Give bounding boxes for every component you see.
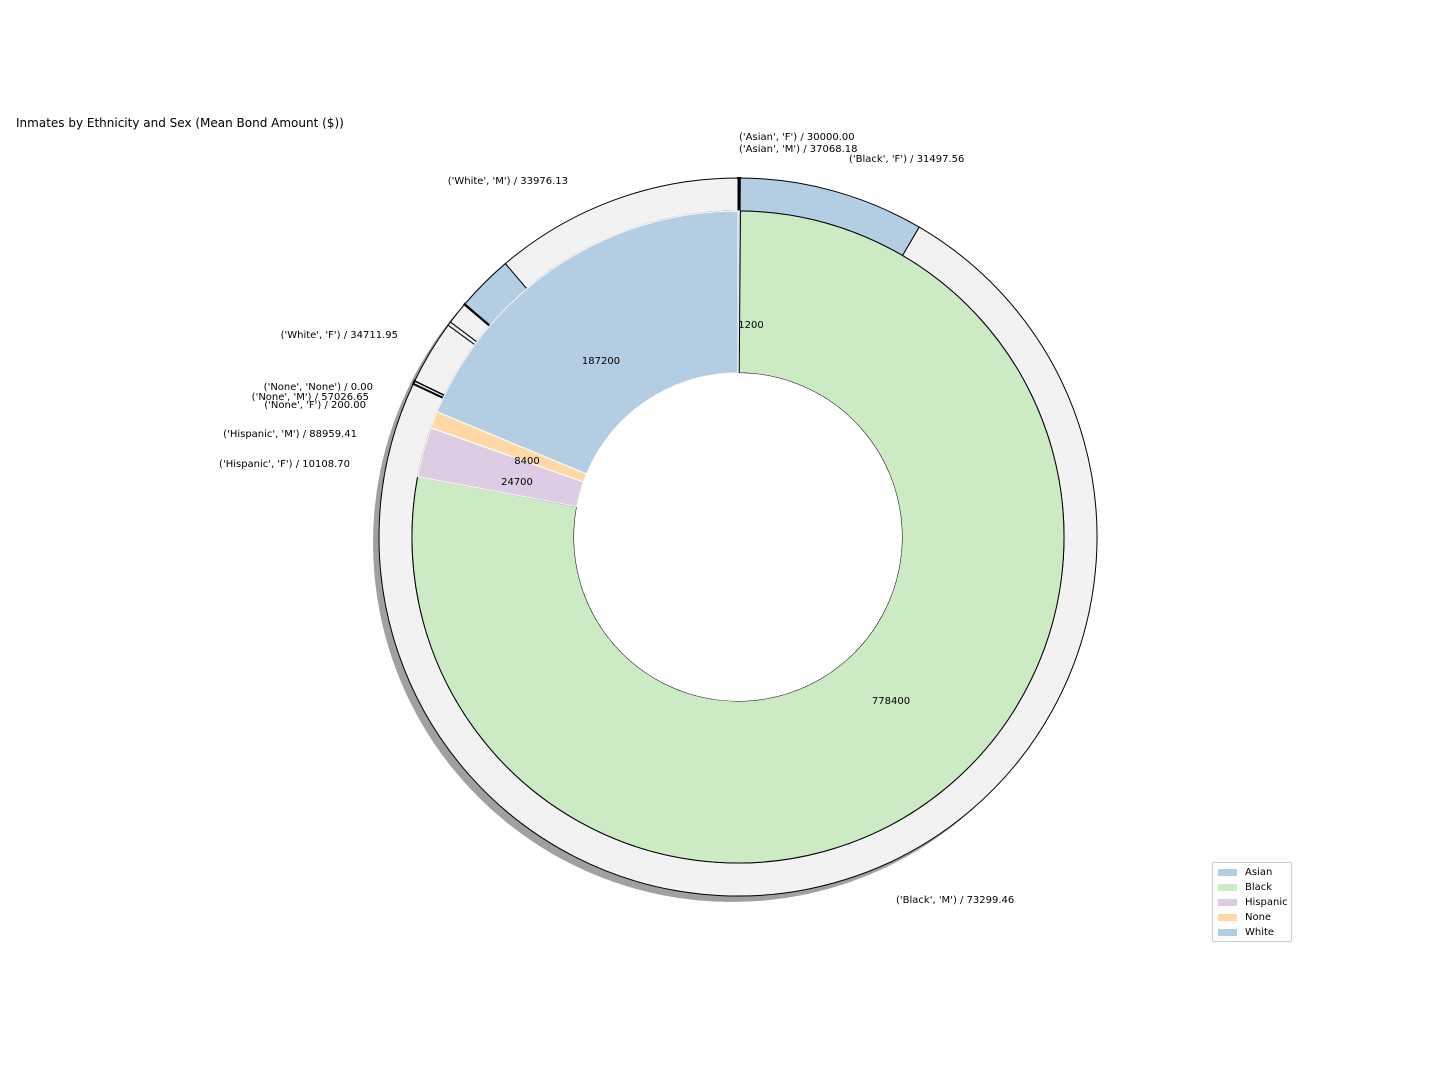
inner-slice-label: 187200 [582,356,620,367]
outer-slice-label: ('Black', 'M') / 73299.46 [896,895,1014,906]
donut-hole [574,373,902,701]
outer-slice-label: ('Hispanic', 'F') / 10108.70 [219,459,350,470]
outer-slice-label: ('None', 'F') / 200.00 [264,400,366,411]
outer-slice-label: ('White', 'F') / 34711.95 [281,330,398,341]
legend-label: None [1245,912,1272,923]
outer-slice-label: ('White', 'M') / 33976.13 [448,176,568,187]
outer-slice-label: ('Asian', 'F') / 30000.00 [739,132,855,143]
legend-item: Hispanic [1213,895,1291,910]
inner-ring [411,210,1065,864]
inner-slice-label: 24700 [501,477,533,488]
outer-slice-label: ('Black', 'F') / 31497.56 [849,154,964,165]
chart-title: Inmates by Ethnicity and Sex (Mean Bond … [16,116,344,130]
legend-item: Asian [1213,865,1291,880]
legend-swatch [1218,899,1237,906]
legend-label: Black [1245,882,1273,893]
legend-swatch [1218,869,1237,876]
legend: Asian Black Hispanic None White [1212,862,1292,942]
inner-slice-label: 8400 [514,456,539,467]
legend-item: White [1213,925,1291,940]
inner-slice-label: 778400 [872,696,910,707]
legend-swatch [1218,914,1237,921]
inner-slice-label: 1200 [738,320,763,331]
legend-label: White [1245,927,1275,938]
legend-swatch [1218,929,1237,936]
legend-label: Hispanic [1245,897,1288,908]
legend-item: None [1213,910,1291,925]
outer-slice-label: ('None', 'None') / 0.00 [264,382,373,393]
inner-ring-labels: 1200 778400 24700 8400 187200 [501,320,910,707]
outer-slice-label: ('Hispanic', 'M') / 88959.41 [223,429,357,440]
legend-label: Asian [1245,867,1273,878]
legend-item: Black [1213,880,1291,895]
outer-ring-labels: ('Asian', 'F') / 30000.00('Asian', 'M') … [219,132,1014,906]
outer-slice-label: ('Asian', 'M') / 37068.18 [739,144,858,155]
legend-swatch [1218,884,1237,891]
outer-slice-label: ('None', 'M') / 57026.65 [252,392,369,403]
